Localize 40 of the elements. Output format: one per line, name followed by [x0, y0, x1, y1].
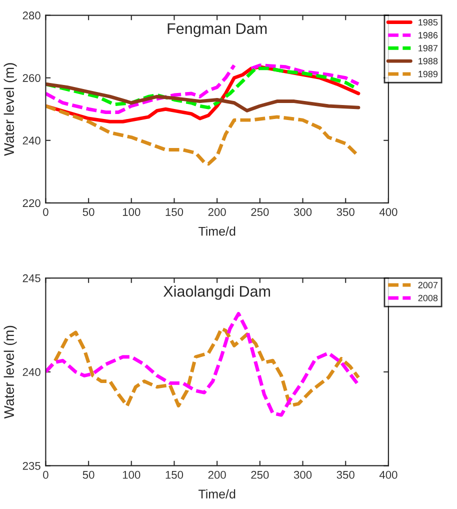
x-tick-label: 50 [82, 470, 94, 479]
x-tick-label: 300 [294, 208, 312, 216]
x-tick-label: 100 [122, 470, 140, 479]
y-axis-title: Water level (m) [4, 326, 17, 419]
legend-label: 2007 [418, 282, 438, 288]
x-axis-title: Time/d [198, 226, 236, 236]
legend-label: 2008 [418, 294, 438, 302]
x-tick-label: 350 [336, 470, 354, 479]
y-axis-title: Water level (m) [4, 63, 17, 156]
x-tick-label: 250 [251, 208, 269, 216]
x-tick-label: 350 [336, 208, 354, 216]
legend-label: 1989 [418, 70, 438, 78]
x-tick-label: 0 [43, 470, 48, 479]
line-series [46, 312, 360, 417]
x-tick-label: 200 [208, 208, 226, 216]
y-tick-label: 260 [22, 74, 40, 82]
legend-label: 1986 [418, 32, 438, 38]
x-tick-label: 300 [294, 470, 312, 479]
legend-label: 1988 [418, 58, 438, 64]
y-tick-label: 240 [22, 136, 40, 145]
x-tick-label: 250 [251, 470, 269, 479]
x-tick-label: 50 [82, 208, 94, 216]
x-tick-label: 400 [379, 470, 398, 479]
x-tick-label: 150 [166, 208, 184, 216]
line-series [46, 82, 360, 112]
chart-title: Xiaolangdi Dam [163, 286, 270, 300]
chart-title: Fengman Dam [168, 23, 267, 38]
legend-label: 1985 [418, 19, 438, 26]
x-tick-label: 100 [122, 208, 140, 216]
x-tick-label: 200 [208, 470, 226, 479]
y-tick-label: 220 [22, 199, 40, 208]
x-tick-label: 0 [43, 208, 48, 216]
y-tick-label: 235 [22, 462, 40, 470]
y-tick-label: 245 [22, 274, 40, 282]
x-axis-title: Time/d [198, 489, 236, 498]
x-tick-label: 150 [166, 470, 184, 479]
x-tick-label: 400 [379, 208, 398, 216]
y-tick-label: 280 [22, 12, 40, 20]
legend-label: 1987 [418, 44, 438, 52]
y-tick-label: 240 [22, 368, 40, 376]
